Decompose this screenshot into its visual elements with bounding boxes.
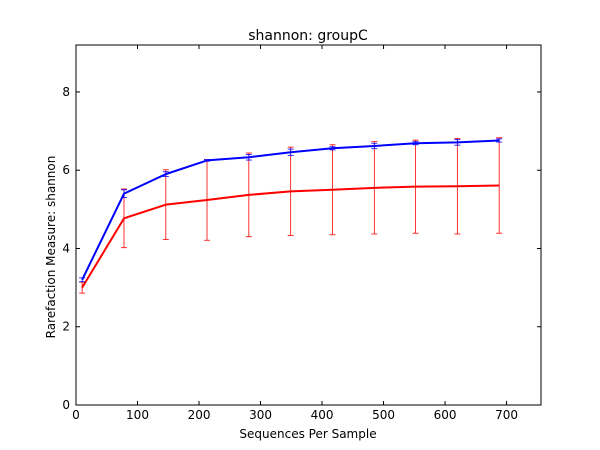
chart-title: shannon: groupC (248, 28, 368, 44)
y-tick-label: 8 (62, 85, 70, 99)
plot-frame (75, 44, 542, 406)
x-tick-label: 600 (434, 408, 457, 422)
y-tick-label: 0 (62, 398, 70, 412)
y-axis-label: Rarefaction Measure: shannon (44, 156, 58, 339)
y-tick-label: 2 (62, 320, 70, 334)
x-tick-label: 0 (72, 408, 80, 422)
x-tick-label: 200 (188, 408, 211, 422)
x-tick-label: 100 (126, 408, 149, 422)
x-tick-label: 700 (495, 408, 518, 422)
x-tick-label: 500 (372, 408, 395, 422)
y-tick-label: 4 (62, 241, 70, 255)
x-axis-label: Sequences Per Sample (239, 427, 376, 441)
y-tick-label: 6 (62, 163, 70, 177)
plot-area: 0 100 200 300 400 500 600 700 0 2 4 6 8 (62, 44, 542, 422)
x-tick-label: 400 (311, 408, 334, 422)
x-tick-label: 300 (249, 408, 272, 422)
